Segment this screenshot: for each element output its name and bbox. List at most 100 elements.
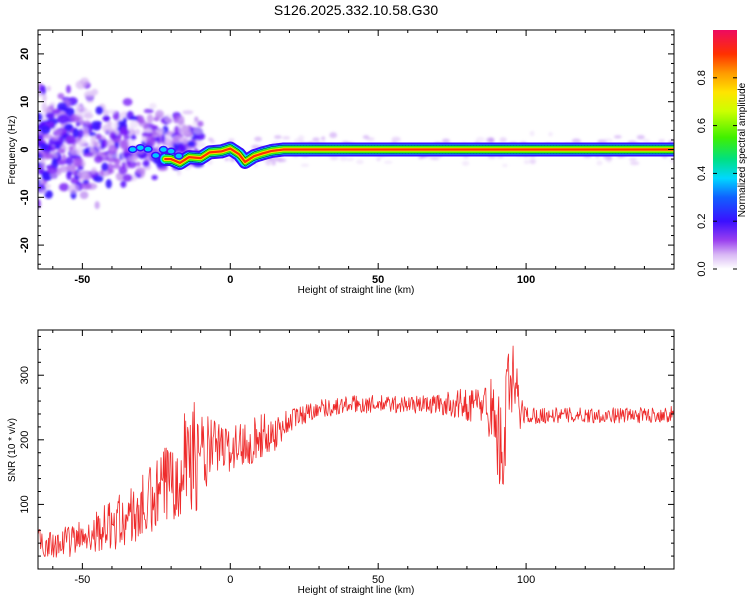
spectrogram-blob <box>39 150 51 158</box>
spectrogram-blob <box>61 154 67 162</box>
spectrogram-image <box>38 77 674 210</box>
spectrogram-ridge-dot <box>158 145 169 154</box>
spectrogram-ridge-dot <box>135 143 146 152</box>
spectrogram-blob <box>155 128 165 134</box>
ridge-outline-lower <box>165 152 674 168</box>
spectrogram-blob <box>56 148 65 154</box>
colorbar-tick-label: 0.0 <box>696 261 708 276</box>
spectrogram-blob <box>603 138 613 143</box>
spectrogram-blob <box>182 126 192 136</box>
spectrogram-blob <box>75 103 85 111</box>
spectrogram-blob <box>91 124 101 131</box>
spectrogram-blob <box>182 110 194 115</box>
y-tick-label: 300 <box>19 366 31 384</box>
x-tick-label: 100 <box>517 574 535 586</box>
snr-series-line <box>38 345 674 558</box>
spectrogram-blob <box>571 138 581 144</box>
spectrogram-blob <box>42 93 47 103</box>
spectrogram-blob <box>629 161 640 166</box>
spectrogram-blob <box>118 166 128 175</box>
spectrogram-blob <box>91 167 97 175</box>
spectrogram-blob <box>178 142 185 152</box>
y-tick-label: -20 <box>19 237 31 253</box>
spectrogram-blob <box>523 159 530 165</box>
spectrogram-blob <box>254 136 262 142</box>
spectrogram-blob <box>49 101 56 107</box>
spectrogram-blob <box>628 157 637 162</box>
spectrogram-blob <box>321 136 326 141</box>
spectrogram-blob <box>197 120 204 127</box>
spectrogram-blob <box>149 103 157 109</box>
colorbar-gradient <box>713 30 737 269</box>
spectrogram-blob <box>192 127 204 135</box>
spectrogram-blob <box>146 114 154 124</box>
spectrogram-blob <box>94 201 100 210</box>
spectrogram-blob <box>548 131 553 137</box>
spectrogram-blob <box>194 141 206 148</box>
spectrogram-blob <box>356 159 364 165</box>
spectrogram-blob <box>122 98 133 106</box>
spectrogram-blob <box>52 157 58 164</box>
spectrogram-blob <box>100 141 105 150</box>
spectrogram-blob <box>84 90 95 97</box>
spectrogram-blob <box>111 164 121 169</box>
spectrogram-blob <box>122 117 127 124</box>
spectrogram-blob <box>130 134 137 141</box>
spectrogram-blob <box>54 129 63 135</box>
spectrogram-blob <box>95 106 104 115</box>
spectrogram-blob <box>65 156 74 166</box>
y-tick-label: -10 <box>19 189 31 205</box>
spectrogram-blob <box>45 112 55 119</box>
spectrogram-blob <box>178 136 190 144</box>
spectrogram-blob <box>475 136 485 142</box>
snr-plot-frame <box>38 330 674 569</box>
spectrogram-blob <box>529 130 535 137</box>
spectrogram-blob <box>46 85 52 92</box>
x-tick-label: 50 <box>372 574 384 586</box>
spectrogram-blob <box>207 137 214 142</box>
spectrogram-blob <box>51 108 61 115</box>
spectrogram-blob <box>228 138 235 142</box>
spectrogram-ridge-dot <box>150 151 161 160</box>
spectrogram-blob <box>46 167 58 175</box>
spectrogram-blob <box>59 165 69 173</box>
spectrogram-blob <box>72 170 78 176</box>
spectrogram-blob <box>365 137 375 141</box>
spectrogram-blob <box>499 137 507 143</box>
colorbar-label: Normalized spectral amplitude <box>737 82 748 217</box>
spectrogram-blob <box>107 163 113 173</box>
spectrogram-blob <box>300 163 310 167</box>
spectrogram-blob <box>112 122 120 128</box>
colorbar-tick-label: 0.2 <box>696 214 708 229</box>
spectrogram-blob <box>277 156 283 163</box>
spectrogram-blob <box>57 102 68 111</box>
spectrogram-blob <box>38 112 43 122</box>
spectrogram-blob <box>265 160 272 166</box>
spectrogram-blob <box>120 180 127 188</box>
spectrogram-ridge-dot <box>174 152 184 160</box>
spectrogram-blob <box>383 160 393 164</box>
spectrogram-blob <box>151 174 158 181</box>
ridge-band-core <box>164 147 674 164</box>
spectrogram-blob <box>58 182 70 192</box>
spectrogram-blob <box>68 145 74 151</box>
spectrogram-blob <box>596 160 603 166</box>
snr-panel: -50 0 50 100 100 200 300 SNR (10 * v/v) Height… <box>7 329 675 596</box>
spectrogram-blob <box>81 171 90 180</box>
ridge-outline-upper <box>165 143 674 159</box>
spectrogram-ridge-dot <box>143 145 153 153</box>
spectrogram-blob <box>613 135 622 139</box>
spectrogram-blob <box>329 156 338 161</box>
spectrogram-blob <box>604 155 610 162</box>
spectrogram-blob <box>105 109 117 114</box>
colorbar-ticks: 0.0 0.2 0.4 0.6 0.8 <box>696 70 737 277</box>
spectrogram-blob <box>376 157 381 161</box>
x-tick-label: 50 <box>372 274 384 286</box>
spectrogram-blob <box>83 112 94 119</box>
spectrogram-blob <box>486 137 495 143</box>
spectrogram-blob <box>38 92 44 97</box>
spectrogram-blob <box>141 131 153 138</box>
spectrogram-blob <box>72 128 80 138</box>
spectrogram-blob <box>135 128 140 136</box>
